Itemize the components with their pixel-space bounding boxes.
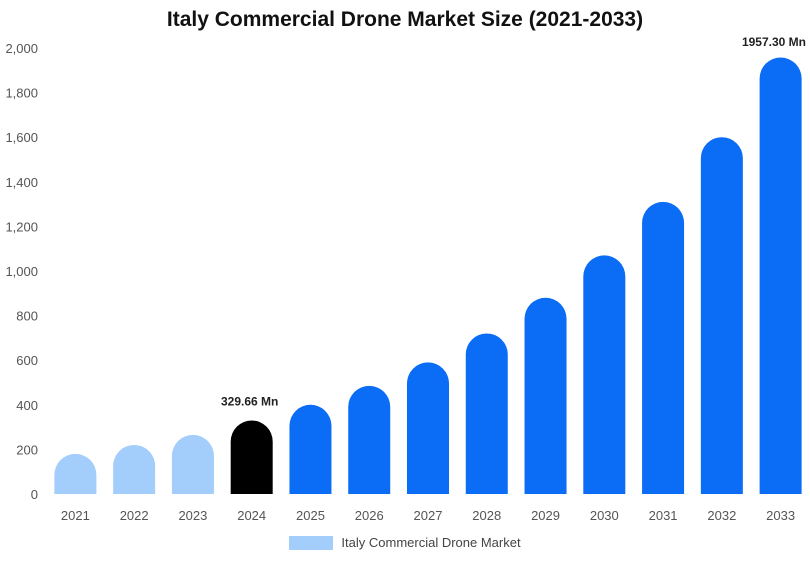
x-axis: 2021 2022 2023 2024 2025 2026 2027 2028 2029 2030… (61, 508, 795, 523)
x-tick-label: 2022 (120, 508, 149, 523)
x-tick-label: 2025 (296, 508, 325, 523)
x-tick-label: 2021 (61, 508, 90, 523)
bar-2033 (759, 57, 802, 495)
bars-group (54, 57, 802, 495)
bar-2023 (171, 434, 214, 494)
bar-2025 (289, 404, 332, 494)
bar-2029 (524, 297, 567, 494)
bar-2022 (113, 444, 156, 494)
y-tick-label: 1,400 (5, 175, 38, 190)
bar-2024 (230, 420, 273, 494)
bar-2021 (54, 453, 97, 494)
x-tick-label: 2024 (237, 508, 266, 523)
x-tick-label: 2023 (178, 508, 207, 523)
bar-2028 (465, 333, 508, 494)
x-tick-label: 2028 (472, 508, 501, 523)
bar-2030 (583, 255, 626, 494)
data-label: 329.66 Mn (221, 394, 278, 408)
legend-label: Italy Commercial Drone Market (341, 535, 521, 550)
y-tick-label: 0 (31, 487, 38, 502)
bar-2027 (407, 362, 449, 494)
y-tick-label: 200 (16, 442, 38, 457)
x-tick-label: 2029 (531, 508, 560, 523)
chart-plot: 0 200 400 600 800 1,000 1,200 1,400 1,600 1,800 2,… (5, 35, 806, 523)
bar-2032 (700, 137, 743, 494)
y-tick-label: 800 (16, 309, 38, 324)
y-tick-label: 1,000 (5, 264, 38, 279)
legend-swatch (289, 535, 334, 550)
x-tick-label: 2031 (649, 508, 678, 523)
y-tick-label: 400 (16, 398, 38, 413)
annotations-group: 329.66 Mn 1957.30 Mn (221, 35, 806, 408)
bar-2026 (348, 385, 391, 494)
y-tick-label: 1,200 (5, 219, 38, 234)
y-tick-label: 2,000 (5, 41, 38, 56)
y-axis: 0 200 400 600 800 1,000 1,200 1,400 1,600 1,800 2,… (5, 41, 38, 502)
x-tick-label: 2027 (414, 508, 443, 523)
bar-2031 (642, 201, 685, 494)
x-tick-label: 2032 (707, 508, 736, 523)
x-tick-label: 2026 (355, 508, 384, 523)
data-label: 1957.30 Mn (742, 35, 806, 49)
y-tick-label: 600 (16, 353, 38, 368)
y-tick-label: 1,600 (5, 130, 38, 145)
legend[interactable]: Italy Commercial Drone Market (0, 535, 810, 550)
x-tick-label: 2033 (766, 508, 795, 523)
y-tick-label: 1,800 (5, 86, 38, 101)
chart-title: Italy Commercial Drone Market Size (2021… (166, 8, 644, 31)
x-tick-label: 2030 (590, 508, 619, 523)
